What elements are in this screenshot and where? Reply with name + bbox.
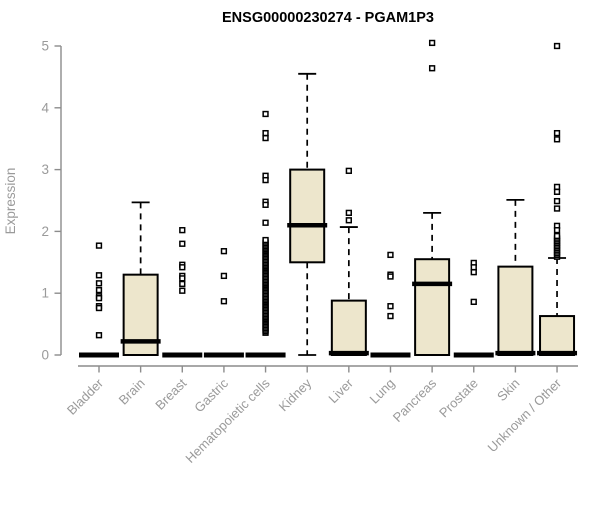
outlier-point-prostate <box>470 298 477 306</box>
outlier-point-hematopoietic-cells <box>262 219 269 226</box>
y-axis-label: Expression <box>3 168 18 235</box>
outlier-point-hematopoietic-cells <box>262 110 269 118</box>
outlier-point-pancreas <box>428 39 436 47</box>
flat-box-lung <box>370 352 411 358</box>
outlier-point-hematopoietic-cells <box>262 176 269 184</box>
outlier-point-hematopoietic-cells <box>262 134 269 142</box>
outlier-point-breast <box>179 280 186 288</box>
outlier-point-liver <box>345 217 352 224</box>
x-category-label: Prostate <box>436 376 481 421</box>
outlier-point-unknown-other <box>553 205 561 212</box>
outlier-point-breast <box>179 240 186 247</box>
outlier-point-gastric <box>220 248 228 255</box>
x-category-label: Bladder <box>64 375 107 418</box>
outlier-point-bladder <box>95 242 103 249</box>
x-category-label: Kidney <box>276 375 315 414</box>
y-tick-label: 1 <box>41 286 49 301</box>
outlier-point-unknown-other <box>553 129 561 137</box>
outlier-point-breast <box>179 227 186 234</box>
outlier-point-unknown-other <box>553 227 561 234</box>
outlier-point-prostate <box>470 269 477 276</box>
outlier-point-gastric <box>220 298 228 305</box>
flat-box-breast <box>162 352 203 358</box>
x-category-label: Breast <box>152 375 189 412</box>
outlier-point-prostate <box>470 264 477 271</box>
outlier-point-bladder <box>95 280 103 287</box>
outlier-point-breast <box>179 287 186 294</box>
outlier-point-breast <box>179 275 186 282</box>
x-category-label: Skin <box>494 376 522 404</box>
x-category-label: Brain <box>116 376 148 408</box>
outlier-point-hematopoietic-cells <box>262 129 269 137</box>
outlier-point-bladder <box>95 304 103 312</box>
outlier-point-lung <box>387 273 394 280</box>
flat-box-prostate <box>453 352 494 358</box>
x-category-label: Liver <box>325 375 356 406</box>
box-skin <box>497 265 534 357</box>
x-category-label: Pancreas <box>390 375 440 425</box>
outlier-point-pancreas <box>428 65 436 72</box>
box-liver <box>330 299 367 356</box>
outlier-point-hematopoietic-cells <box>262 201 269 208</box>
flat-box-gastric <box>203 352 244 358</box>
outlier-point-gastric <box>220 272 228 280</box>
box-kidney <box>289 168 326 264</box>
y-tick-label: 3 <box>41 162 49 177</box>
x-category-label: Unknown / Other <box>485 375 565 455</box>
x-category-label: Lung <box>367 376 398 407</box>
outlier-point-unknown-other <box>553 42 561 50</box>
outlier-point-unknown-other <box>553 197 561 205</box>
flat-box-hematopoietic-cells <box>245 352 286 358</box>
x-category-label: Gastric <box>191 375 231 415</box>
box-unknown-other <box>539 315 576 357</box>
outlier-point-bladder <box>95 294 103 302</box>
outlier-point-bladder <box>95 286 103 294</box>
y-tick-label: 5 <box>41 39 49 54</box>
outlier-point-bladder <box>95 332 103 339</box>
outlier-point-unknown-other <box>553 188 561 195</box>
outlier-point-lung <box>387 303 394 310</box>
outlier-point-bladder <box>95 272 103 279</box>
box-pancreas <box>414 258 451 356</box>
outlier-point-unknown-other <box>553 232 561 240</box>
y-tick-label: 4 <box>41 100 49 115</box>
chart-title: ENSG00000230274 - PGAM1P3 <box>222 10 434 26</box>
flat-box-bladder <box>79 352 119 358</box>
outlier-point-hematopoietic-cells <box>262 236 269 244</box>
outlier-point-liver <box>345 209 352 217</box>
outlier-point-unknown-other <box>553 183 561 191</box>
outlier-point-lung <box>387 251 394 259</box>
y-tick-label: 2 <box>41 224 49 239</box>
outlier-point-unknown-other <box>553 136 561 143</box>
outlier-point-liver <box>345 167 352 174</box>
y-tick-label: 0 <box>41 348 49 363</box>
outlier-point-breast <box>179 264 186 271</box>
outlier-point-lung <box>387 312 394 320</box>
box-marks <box>79 39 578 358</box>
